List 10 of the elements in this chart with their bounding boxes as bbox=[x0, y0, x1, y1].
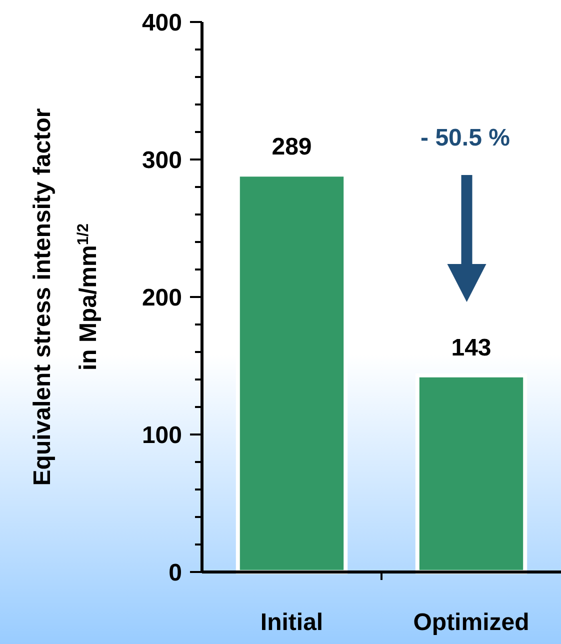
y-tick-label: 400 bbox=[142, 9, 182, 36]
y-tick-label: 100 bbox=[142, 422, 182, 449]
y-tick-label: 0 bbox=[168, 559, 182, 586]
x-tick-label: Optimized bbox=[413, 609, 530, 636]
y-tick-label: 200 bbox=[142, 284, 182, 312]
annotation: - 50.5 % bbox=[420, 124, 510, 152]
data-label: 143 bbox=[451, 334, 492, 362]
x-tick-label: Initial bbox=[260, 609, 324, 636]
data-label: 289 bbox=[272, 134, 312, 161]
y-tick-label: 300 bbox=[142, 146, 182, 174]
